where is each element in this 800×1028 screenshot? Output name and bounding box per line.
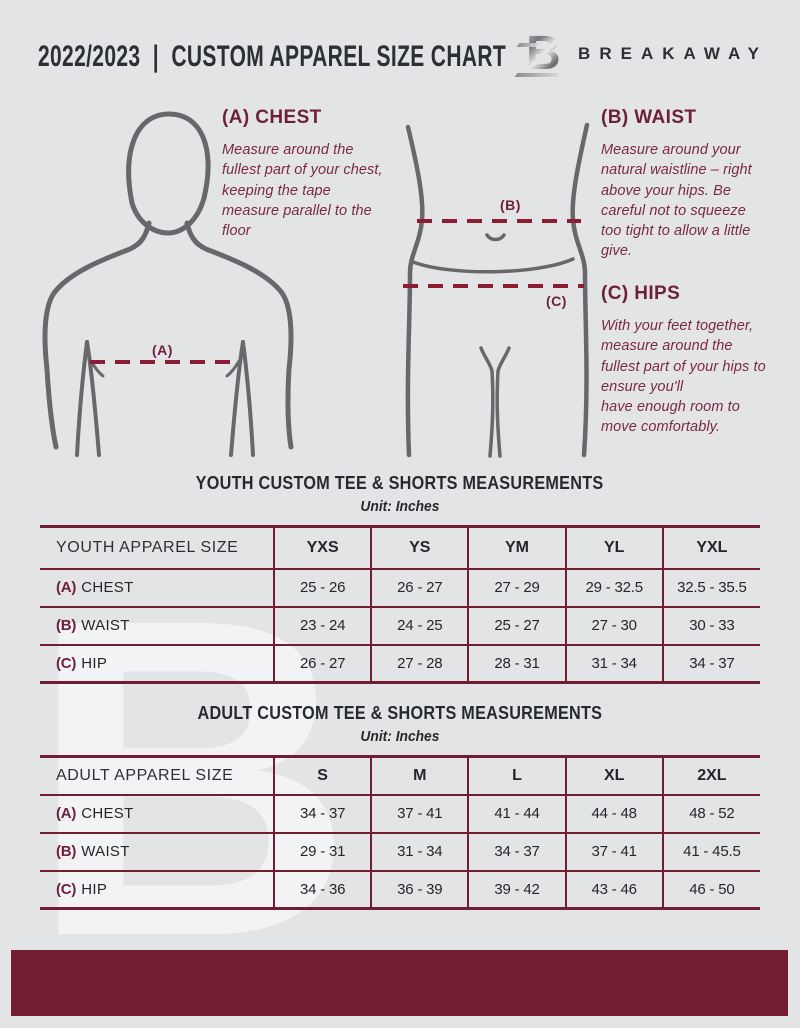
hips-outline-illustration: [405, 122, 590, 458]
size-value: 27 - 28: [370, 644, 469, 683]
marker-b-label: (B): [500, 197, 521, 213]
adult-section-title: ADULT CUSTOM TEE & SHORTS MEASUREMENTS: [197, 703, 603, 723]
size-value: 37 - 41: [370, 794, 469, 833]
logo-base-swoosh: [514, 73, 560, 77]
row-label: (C) HIP: [56, 654, 108, 672]
size-value: 30 - 33: [661, 606, 760, 645]
column-header: YOUTH APPAREL SIZE: [56, 538, 239, 556]
table-row: (B) WAIST 29 - 31 31 - 34 34 - 37 37 - 41…: [40, 832, 760, 871]
size-value: 31 - 34: [370, 832, 469, 871]
size-value: 26 - 27: [370, 568, 469, 607]
size-value: 31 - 34: [564, 644, 663, 683]
table-row: (C) HIP 26 - 27 27 - 28 28 - 31 31 - 34 3…: [40, 644, 760, 683]
size-value: 46 - 50: [661, 870, 760, 909]
logo-top-swoosh: [516, 43, 540, 47]
size-value: 39 - 42: [467, 870, 566, 909]
row-label: (C) HIP: [56, 880, 108, 898]
waist-guide: (B) WAIST Measure around your natural wa…: [601, 107, 769, 262]
breakaway-logo-icon: B: [514, 26, 564, 82]
hips-instructions: With your feet together, measure around …: [601, 318, 766, 436]
size-value: 36 - 39: [370, 870, 469, 909]
column-header: YS: [370, 526, 469, 569]
logo-letter: B: [526, 27, 561, 80]
hips-guide: (C) HIPS With your feet together, measur…: [601, 283, 773, 438]
table-row: (A) CHEST 25 - 26 26 - 27 27 - 29 29 - 32…: [40, 568, 760, 607]
row-label: (A) CHEST: [56, 579, 134, 596]
size-value: 29 - 31: [273, 832, 372, 871]
table-row: (A) CHEST 34 - 37 37 - 41 41 - 44 44 - 48…: [40, 794, 760, 833]
brand-lockup: B BREAKAWAY: [514, 26, 768, 82]
adult-header-row: ADULT APPAREL SIZE S M L XL 2XL: [40, 756, 760, 795]
size-value: 29 - 32.5: [564, 568, 663, 607]
size-value: 37 - 41: [564, 832, 663, 871]
youth-section-title-wrap: YOUTH CUSTOM TEE & SHORTS MEASUREMENTS: [0, 473, 800, 494]
youth-header-row: YOUTH APPAREL SIZE YXS YS YM YL YXL: [40, 526, 760, 569]
waist-heading: (B) WAIST: [601, 107, 697, 128]
chest-measure-dashed-line: [90, 360, 238, 364]
table-row: (B) WAIST 23 - 24 24 - 25 25 - 27 27 - 30…: [40, 606, 760, 645]
waist-measure-dashed-line: [417, 219, 581, 223]
column-header: YXL: [661, 526, 760, 569]
size-value: 48 - 52: [661, 794, 760, 833]
column-header: YM: [467, 526, 566, 569]
size-value: 25 - 27: [467, 606, 566, 645]
size-value: 23 - 24: [273, 606, 372, 645]
column-header: XL: [564, 756, 663, 795]
size-value: 32.5 - 35.5: [661, 568, 760, 607]
column-header: L: [467, 756, 566, 795]
lower-body-figure: [395, 110, 610, 460]
size-value: 28 - 31: [467, 644, 566, 683]
size-value: 26 - 27: [273, 644, 372, 683]
waist-instructions: Measure around your natural waistline – …: [601, 142, 752, 260]
youth-section-unit: Unit: Inches: [360, 498, 440, 515]
adult-section-unit-wrap: Unit: Inches: [0, 728, 800, 746]
column-header: YXS: [273, 526, 372, 569]
youth-size-table: YOUTH APPAREL SIZE YXS YS YM YL YXL (A) C…: [40, 525, 760, 684]
chest-instructions: Measure around the fullest part of your …: [222, 142, 383, 240]
size-value: 25 - 26: [273, 568, 372, 607]
size-value: 27 - 30: [564, 606, 663, 645]
size-value: 41 - 45.5: [661, 832, 760, 871]
row-label: (A) CHEST: [56, 805, 134, 822]
size-value: 34 - 37: [661, 644, 760, 683]
hips-measure-dashed-line: [403, 284, 584, 288]
marker-a-label: (A): [152, 342, 173, 358]
column-header: ADULT APPAREL SIZE: [56, 766, 234, 784]
size-value: 24 - 25: [370, 606, 469, 645]
size-value: 34 - 36: [273, 870, 372, 909]
adult-section-title-wrap: ADULT CUSTOM TEE & SHORTS MEASUREMENTS: [0, 703, 800, 724]
size-value: 43 - 46: [564, 870, 663, 909]
size-value: 41 - 44: [467, 794, 566, 833]
adult-size-table: ADULT APPAREL SIZE S M L XL 2XL (A) CHEST…: [40, 755, 760, 910]
column-header: M: [370, 756, 469, 795]
size-value: 34 - 37: [467, 832, 566, 871]
size-value: 44 - 48: [564, 794, 663, 833]
brand-name: BREAKAWAY: [578, 44, 768, 63]
chest-heading: (A) CHEST: [222, 107, 322, 128]
chest-guide: (A) CHEST Measure around the fullest par…: [222, 107, 392, 241]
youth-section-unit-wrap: Unit: Inches: [0, 498, 800, 516]
column-header: S: [273, 756, 372, 795]
youth-section-title: YOUTH CUSTOM TEE & SHORTS MEASUREMENTS: [196, 473, 604, 493]
marker-c-label: (C): [546, 293, 567, 309]
page-title: 2022/2023 | CUSTOM APPAREL SIZE CHART: [38, 40, 507, 73]
size-value: 34 - 37: [273, 794, 372, 833]
row-label: (B) WAIST: [56, 617, 130, 634]
column-header: 2XL: [661, 756, 760, 795]
row-label: (B) WAIST: [56, 843, 130, 860]
hips-heading: (C) HIPS: [601, 283, 681, 304]
column-header: YL: [564, 526, 663, 569]
footer-bar: [11, 950, 788, 1016]
adult-section-unit: Unit: Inches: [360, 728, 440, 745]
size-value: 27 - 29: [467, 568, 566, 607]
table-row: (C) HIP 34 - 36 36 - 39 39 - 42 43 - 46 4…: [40, 870, 760, 909]
